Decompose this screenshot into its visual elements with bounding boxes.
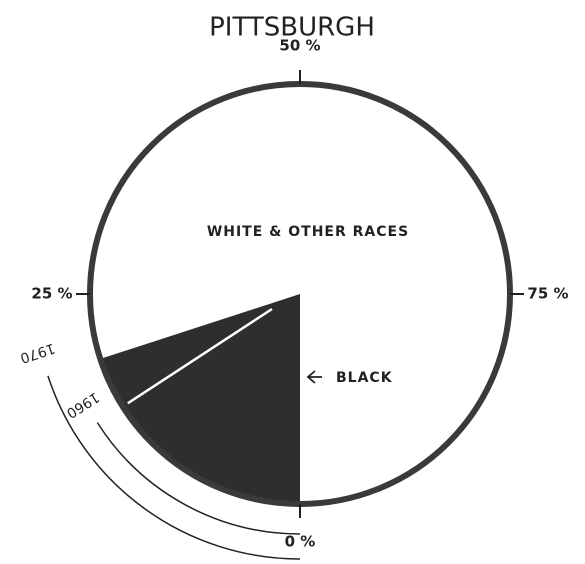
- tick-label: 50 %: [279, 37, 320, 55]
- tick-label: 75 %: [527, 285, 568, 303]
- arrow: [306, 370, 322, 384]
- year-label: 1960: [63, 388, 102, 421]
- year-arc: [96, 422, 301, 535]
- value-line: [127, 307, 273, 405]
- tick-label: 25 %: [31, 285, 72, 303]
- tick-label: 0 %: [285, 533, 316, 551]
- year-arc: [47, 375, 301, 560]
- year-label: 1970: [18, 340, 57, 366]
- segment-label: BLACK: [336, 370, 393, 386]
- chart-title: PITTSBURGH: [209, 13, 375, 43]
- wedge: [100, 294, 300, 504]
- segment-label: WHITE & OTHER RACES: [207, 224, 409, 240]
